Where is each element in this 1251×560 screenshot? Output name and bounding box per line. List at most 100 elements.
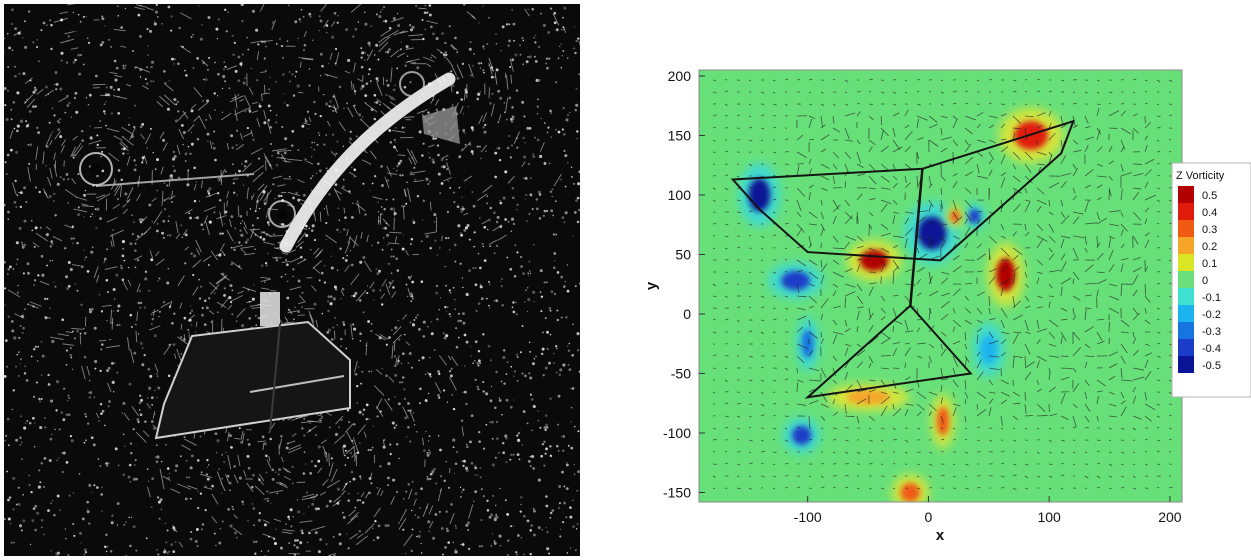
particle-speck <box>508 96 512 100</box>
particle-streak <box>363 431 367 438</box>
particle-speck <box>29 543 32 546</box>
particle-speck <box>388 26 392 30</box>
velocity-vector <box>1012 90 1017 93</box>
velocity-vector <box>808 305 814 309</box>
velocity-vector <box>796 283 800 294</box>
particle-streak <box>240 61 243 67</box>
particle-speck <box>251 502 254 505</box>
particle-speck <box>437 172 441 176</box>
particle-streak <box>271 148 287 152</box>
velocity-vector <box>940 378 949 381</box>
velocity-vector <box>1000 247 1010 257</box>
particle-speck <box>435 291 439 295</box>
particle-speck <box>325 24 329 27</box>
particle-speck <box>510 120 514 123</box>
x-tick-label: 200 <box>1158 509 1182 525</box>
particle-speck <box>465 445 469 449</box>
velocity-vector <box>1132 274 1139 285</box>
particle-speck <box>380 165 383 168</box>
velocity-vector <box>916 475 920 478</box>
particle-speck <box>454 550 458 554</box>
particle-streak <box>81 203 88 206</box>
particle-speck <box>341 320 345 324</box>
particle-streak <box>120 140 129 149</box>
particle-speck <box>95 74 98 78</box>
velocity-vector <box>916 342 926 345</box>
particle-speck <box>395 127 397 129</box>
particle-speck <box>473 231 476 234</box>
particle-speck <box>574 51 577 55</box>
particle-speck <box>549 454 553 458</box>
particle-speck <box>537 526 541 530</box>
particle-speck <box>80 542 82 544</box>
particle-streak <box>195 321 198 327</box>
velocity-vector <box>952 391 955 398</box>
velocity-vector <box>892 342 900 345</box>
particle-streak <box>284 467 292 474</box>
velocity-vector <box>988 439 993 442</box>
particle-speck <box>463 4 466 6</box>
particle-streak <box>451 356 459 367</box>
particle-streak <box>243 226 248 234</box>
velocity-vector <box>1144 391 1147 401</box>
velocity-vector <box>1156 403 1160 406</box>
particle-speck <box>68 397 70 399</box>
particle-speck <box>377 211 380 213</box>
particle-speck <box>173 169 177 173</box>
particle-speck <box>445 237 448 240</box>
particle-streak <box>449 513 455 525</box>
particle-speck <box>556 318 560 322</box>
particle-streak <box>282 160 291 163</box>
particle-speck <box>555 28 559 32</box>
particle-speck <box>546 547 550 551</box>
particle-streak <box>112 203 120 210</box>
particle-speck <box>427 392 430 395</box>
particle-speck <box>6 32 9 35</box>
particle-speck <box>573 47 575 50</box>
particle-speck <box>301 306 303 308</box>
particle-speck <box>334 432 339 436</box>
velocity-vector <box>760 331 765 335</box>
particle-streak <box>56 117 62 123</box>
velocity-vector <box>1000 331 1010 335</box>
particle-speck <box>449 249 451 251</box>
particle-speck <box>431 158 435 162</box>
particle-streak <box>392 334 402 344</box>
velocity-vector <box>1096 197 1102 201</box>
particle-speck <box>146 147 149 149</box>
particle-speck <box>134 66 137 69</box>
particle-streak <box>298 301 305 305</box>
particle-speck <box>15 150 19 154</box>
particle-streak <box>507 175 515 184</box>
velocity-vector <box>904 79 908 82</box>
particle-speck <box>484 123 487 127</box>
particle-speck <box>88 396 91 399</box>
velocity-vector <box>880 232 892 237</box>
particle-speck <box>125 64 127 67</box>
particle-streak <box>240 430 244 440</box>
colorbar-label: 0.3 <box>1202 224 1217 236</box>
particle-speck <box>463 228 467 232</box>
velocity-vector <box>1072 278 1075 285</box>
particle-speck <box>400 362 403 365</box>
velocity-vector <box>1024 487 1029 490</box>
particle-streak <box>263 84 266 94</box>
particle-speck <box>257 518 262 522</box>
particle-speck <box>110 361 114 365</box>
particle-speck <box>239 215 243 218</box>
particle-streak <box>29 301 42 307</box>
particle-speck <box>260 550 263 552</box>
particle-speck <box>354 27 358 31</box>
velocity-vector <box>1096 271 1105 274</box>
particle-speck <box>302 434 306 437</box>
particle-streak <box>418 7 427 10</box>
particle-streak <box>291 433 297 437</box>
particle-speck <box>373 299 375 301</box>
particle-speck <box>512 310 516 314</box>
particle-speck <box>311 39 314 42</box>
particle-speck <box>139 76 142 78</box>
particle-speck <box>480 62 483 65</box>
particle-speck <box>151 317 154 321</box>
particle-speck <box>352 35 355 38</box>
